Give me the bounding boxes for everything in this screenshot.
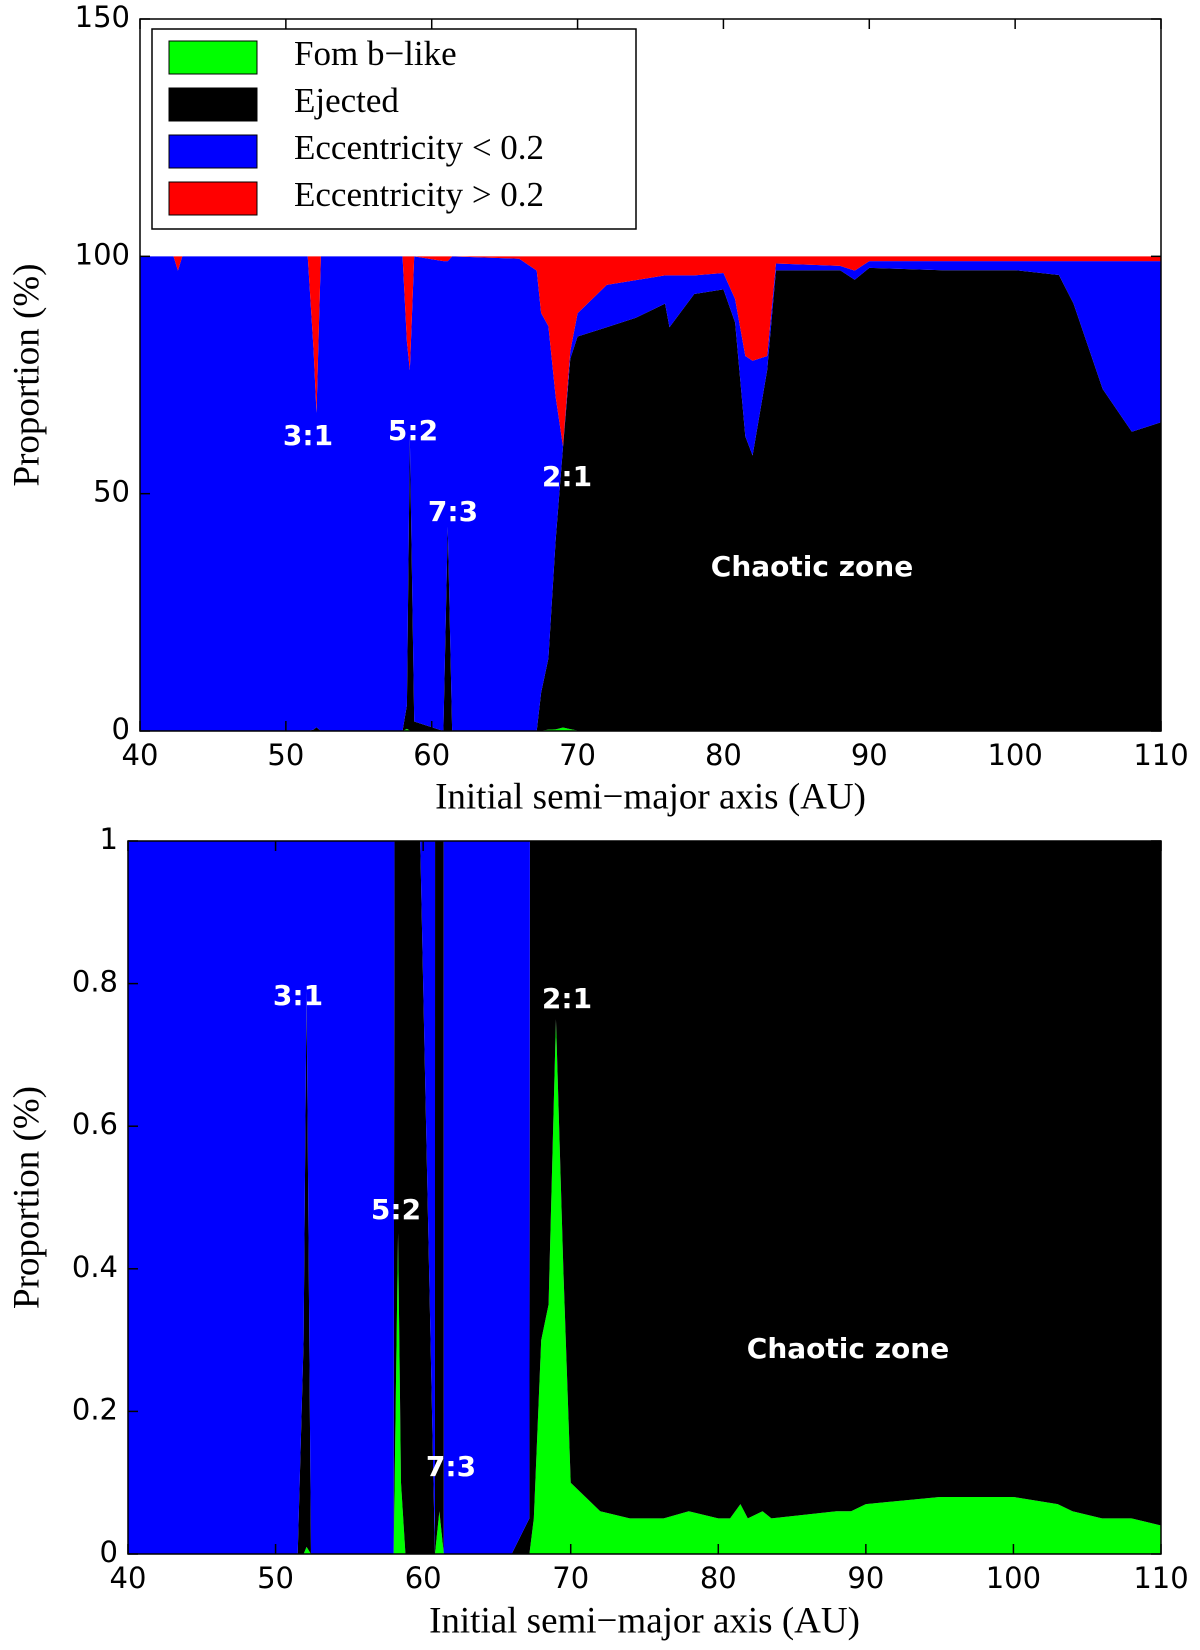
y-tick-label: 0	[100, 1535, 118, 1569]
axes-frame	[139, 18, 1162, 732]
x-tick-label: 40	[122, 738, 159, 772]
legend: Fom b−like Ejected Eccentricity < 0.2 Eccen…	[151, 28, 637, 230]
x-tick-label: 110	[1133, 1561, 1188, 1595]
y-tick-label: 1	[100, 822, 118, 856]
x-tick-label: 90	[847, 1561, 884, 1595]
annotation: 3:1	[283, 419, 333, 452]
y-tick-label: 50	[93, 475, 130, 509]
legend-swatch	[168, 40, 258, 75]
y-tick-label: 0.4	[72, 1250, 118, 1284]
x-tick-label: 70	[552, 1561, 589, 1595]
x-tick-label: 50	[257, 1561, 294, 1595]
area	[140, 267, 1161, 731]
legend-swatch	[168, 181, 258, 216]
plot-area	[128, 841, 1161, 1554]
x-tick-label: 80	[700, 1561, 737, 1595]
annotation: Chaotic zone	[711, 550, 913, 583]
x-tick-label: 40	[110, 1561, 147, 1595]
x-axis-label: Initial semi−major axis (AU)	[435, 776, 866, 817]
annotation: 3:1	[273, 979, 323, 1012]
x-tick-label: 80	[705, 738, 742, 772]
annotation: Chaotic zone	[747, 1332, 949, 1365]
legend-label: Fom b−like	[294, 34, 457, 73]
legend-swatch	[168, 87, 258, 122]
legend-swatch	[168, 134, 258, 169]
annotation: 7:3	[426, 1450, 476, 1483]
y-tick-label: 0	[112, 712, 130, 746]
x-tick-label: 100	[986, 1561, 1041, 1595]
y-tick-label: 0.2	[72, 1392, 118, 1426]
area	[128, 841, 530, 1554]
legend-label: Ejected	[294, 81, 399, 120]
plot-area	[140, 256, 1161, 731]
x-tick-label: 90	[851, 738, 888, 772]
x-tick-label: 50	[267, 738, 304, 772]
annotation: 2:1	[542, 460, 592, 493]
y-axis-label: Proportion (%)	[6, 264, 47, 487]
y-tick-label: 0.6	[72, 1107, 118, 1141]
legend-label: Eccentricity < 0.2	[294, 128, 544, 167]
x-tick-label: 110	[1133, 738, 1188, 772]
area	[140, 256, 1161, 731]
y-tick-label: 150	[75, 0, 130, 34]
annotation: 2:1	[542, 982, 592, 1015]
y-tick-label: 0.8	[72, 965, 118, 999]
x-tick-label: 60	[405, 1561, 442, 1595]
annotation: 5:2	[371, 1193, 421, 1226]
annotation: 5:2	[388, 414, 438, 447]
y-tick-label: 100	[75, 237, 130, 271]
x-tick-label: 100	[987, 738, 1042, 772]
legend-label: Eccentricity > 0.2	[294, 175, 544, 214]
x-axis-label: Initial semi−major axis (AU)	[429, 1600, 860, 1641]
area	[128, 841, 1161, 1554]
x-tick-label: 70	[559, 738, 596, 772]
axes-frame	[127, 840, 1162, 1555]
x-tick-label: 60	[413, 738, 450, 772]
y-axis-label: Proportion (%)	[6, 1086, 47, 1309]
annotation: 7:3	[428, 495, 478, 528]
